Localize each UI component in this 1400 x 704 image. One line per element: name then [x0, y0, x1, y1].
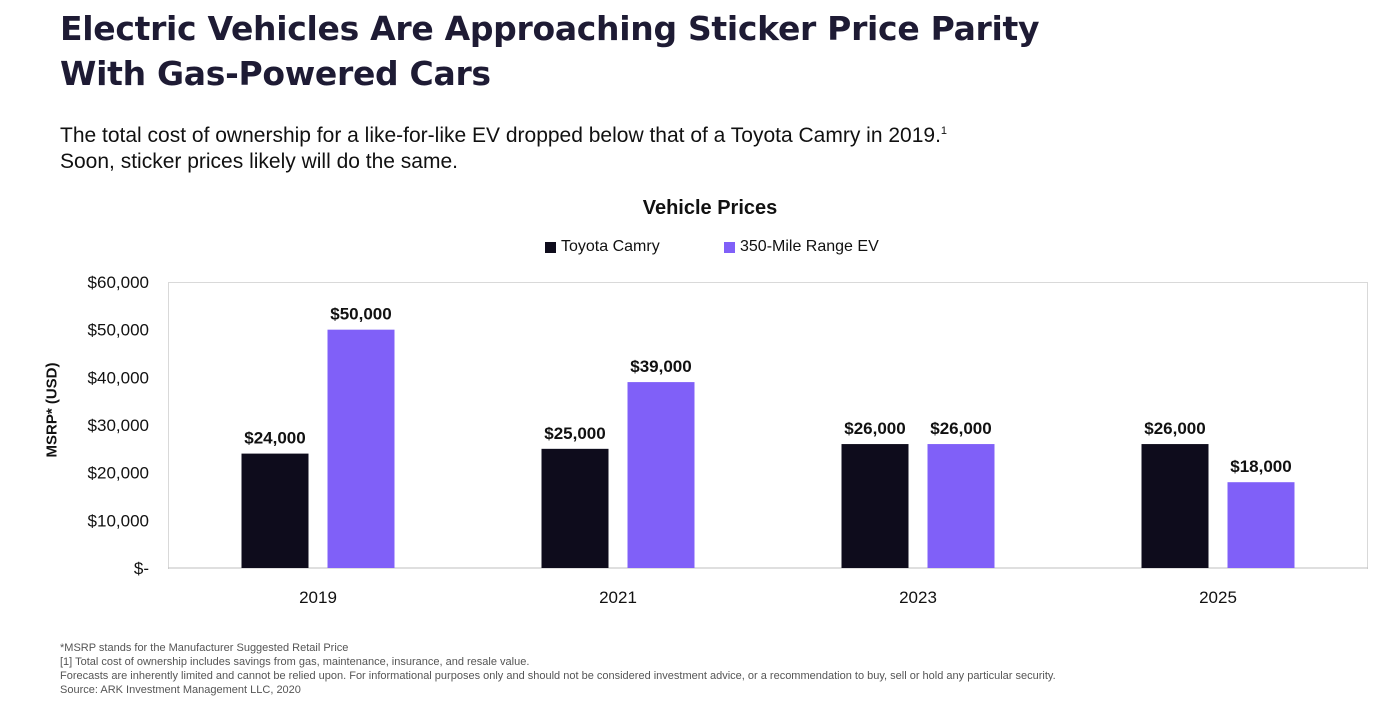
bar-ev — [627, 382, 695, 568]
y-tick-label: $10,000 — [88, 511, 149, 530]
data-label: $26,000 — [930, 419, 991, 438]
x-tick-label: 2019 — [299, 588, 337, 607]
legend-label-toyota-camry: Toyota Camry — [561, 238, 660, 255]
data-label: $26,000 — [844, 419, 905, 438]
bar-camry — [841, 444, 909, 568]
data-label: $50,000 — [330, 305, 391, 324]
bar-ev — [1227, 482, 1295, 568]
data-label: $18,000 — [1230, 457, 1291, 476]
x-tick-label: 2023 — [899, 588, 937, 607]
data-label: $26,000 — [1144, 419, 1205, 438]
bar-ev — [327, 329, 395, 568]
legend-item-toyota-camry: Toyota Camry — [545, 238, 660, 256]
bar-camry — [1141, 444, 1209, 568]
data-label: $39,000 — [630, 357, 691, 376]
x-tick-label: 2021 — [599, 588, 637, 607]
title-line-2: With Gas-Powered Cars — [60, 54, 491, 93]
page-subtitle: The total cost of ownership for a like-f… — [60, 118, 1160, 175]
data-label: $25,000 — [544, 424, 605, 443]
footnote-mark: 1 — [940, 125, 948, 137]
y-tick-label: $- — [134, 559, 149, 578]
footnote-disclaimer: Forecasts are inherently limited and can… — [60, 670, 1056, 682]
subtitle-line-1-text: The total cost of ownership for a like-f… — [60, 124, 941, 147]
y-tick-label: $30,000 — [88, 416, 149, 435]
bar-ev — [927, 444, 995, 568]
plot-area — [168, 282, 1368, 569]
footnote-msrp: *MSRP stands for the Manufacturer Sugges… — [60, 642, 349, 654]
y-tick-label: $60,000 — [88, 273, 149, 292]
legend-label-ev: 350-Mile Range EV — [740, 238, 879, 255]
data-label: $24,000 — [244, 429, 305, 448]
legend-item-ev: 350-Mile Range EV — [724, 238, 879, 256]
y-tick-label: $50,000 — [88, 321, 149, 340]
subtitle-line-1: The total cost of ownership for a like-f… — [60, 118, 1160, 149]
x-tick-label: 2025 — [1199, 588, 1237, 607]
title-line-1: Electric Vehicles Are Approaching Sticke… — [60, 9, 1040, 48]
bar-camry — [241, 453, 309, 568]
subtitle-line-2: Soon, sticker prices likely will do the … — [60, 150, 458, 173]
y-tick-label: $20,000 — [88, 464, 149, 483]
legend-swatch-toyota-camry — [545, 241, 556, 253]
bar-camry — [541, 448, 609, 568]
footnote-source: Source: ARK Investment Management LLC, 2… — [60, 684, 301, 696]
y-tick-label: $40,000 — [88, 368, 149, 387]
footnote-tco: [1] Total cost of ownership includes sav… — [60, 656, 530, 668]
chart-title: Vehicle Prices — [642, 197, 778, 219]
page-title: Electric Vehicles Are Approaching Sticke… — [60, 6, 1060, 96]
chart-legend: Toyota Camry 350-Mile Range EV — [0, 238, 1400, 260]
legend-swatch-ev — [724, 241, 735, 253]
footnotes: *MSRP stands for the Manufacturer Sugges… — [60, 641, 1360, 697]
